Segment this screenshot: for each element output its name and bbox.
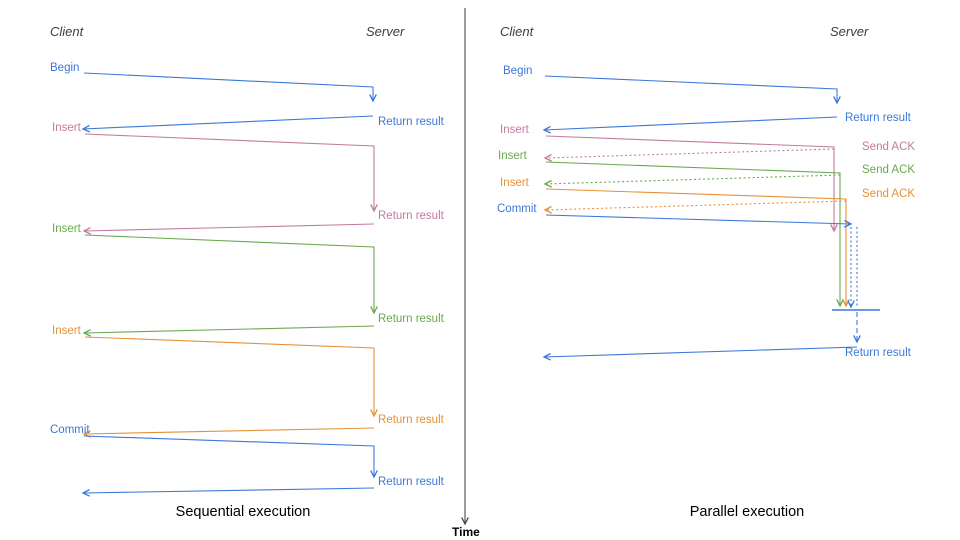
seq-insert3-return-label: Return result: [378, 414, 445, 426]
par-insert3-ack: [545, 200, 847, 210]
seq-insert2-response: [84, 325, 375, 333]
seq-insert1-request: [84, 133, 374, 211]
seq-client-header: Client: [50, 24, 85, 39]
par-insert1-label: Insert: [500, 124, 530, 136]
seq-insert1-return-label: Return result: [378, 210, 445, 222]
seq-commit-request: [83, 435, 374, 477]
par-insert2-label: Insert: [498, 150, 528, 162]
par-insert2-request: [545, 161, 840, 306]
par-caption: Parallel execution: [690, 504, 804, 520]
seq-insert1-response: [84, 223, 375, 231]
seq-caption: Sequential execution: [176, 504, 311, 520]
par-commit-label: Commit: [497, 203, 537, 215]
par-insert2-ack: [545, 174, 841, 184]
seq-commit-label: Commit: [50, 424, 90, 436]
par-insert1-ack: [545, 148, 835, 158]
seq-insert3-request: [84, 336, 374, 416]
seq-insert2-request: [84, 234, 374, 313]
par-server-header: Server: [830, 24, 869, 39]
seq-begin-label: Begin: [50, 62, 79, 74]
seq-commit-response: [83, 487, 375, 493]
par-begin-response: [544, 116, 838, 130]
seq-insert2-label: Insert: [52, 223, 82, 235]
par-insert3-label: Insert: [500, 177, 530, 189]
seq-insert2-return-label: Return result: [378, 313, 445, 325]
par-ack2-label: Send ACK: [862, 164, 915, 176]
seq-insert1-label: Insert: [52, 122, 82, 134]
par-client-header: Client: [500, 24, 535, 39]
par-begin-return-label: Return result: [845, 112, 912, 124]
par-ack3-label: Send ACK: [862, 188, 915, 200]
par-begin-label: Begin: [503, 65, 532, 77]
par-commit-request: [545, 214, 851, 224]
seq-begin-request: [83, 72, 373, 101]
par-ack1-label: Send ACK: [862, 141, 915, 153]
seq-begin-response: [83, 115, 374, 129]
seq-commit-return-label: Return result: [378, 476, 445, 488]
par-insert1-request: [545, 135, 834, 231]
par-commit-return-label: Return result: [845, 347, 912, 359]
par-commit-response: [544, 346, 858, 357]
seq-insert3-label: Insert: [52, 325, 82, 337]
seq-insert3-response: [84, 427, 375, 434]
seq-begin-return-label: Return result: [378, 116, 445, 128]
par-insert3-request: [545, 188, 846, 306]
seq-server-header: Server: [366, 24, 405, 39]
par-begin-request: [544, 75, 837, 103]
time-axis-label: Time: [452, 525, 480, 539]
